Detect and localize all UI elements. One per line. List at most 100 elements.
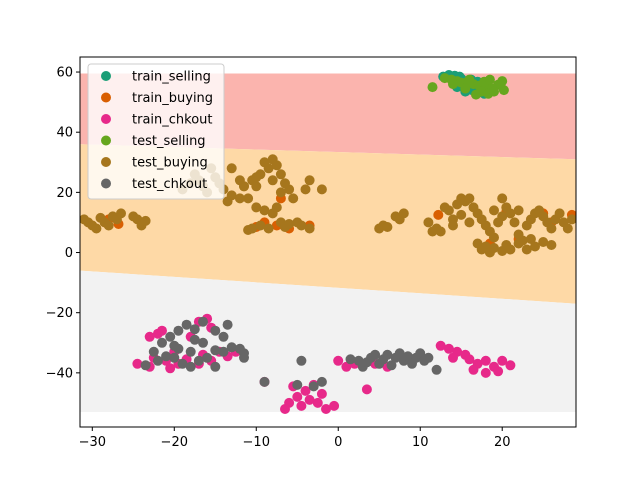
- legend-label-train_buying: train_buying: [132, 91, 213, 106]
- test_selling-point-17: [448, 79, 458, 90]
- legend-label-test_buying: test_buying: [132, 156, 208, 171]
- data-points: [80, 70, 576, 414]
- test_buying-point-38: [284, 184, 295, 195]
- test_buying-point-120: [464, 217, 475, 228]
- train_buying-point-6: [433, 209, 444, 220]
- x-tick-label: 10: [412, 435, 429, 450]
- test_selling-point-16: [460, 83, 471, 94]
- test_buying-point-116: [530, 241, 540, 252]
- train_chkout-point-45: [497, 355, 508, 366]
- test_chkout-point-22: [222, 319, 233, 330]
- train_chkout-point-46: [505, 360, 516, 371]
- train_chkout-point-52: [157, 325, 167, 336]
- test_chkout-point-23: [148, 346, 159, 357]
- legend-marker-test_buying: [101, 157, 111, 167]
- test_buying-point-56: [300, 184, 311, 195]
- test_chkout-point-6: [185, 346, 196, 357]
- test_buying-point-39: [288, 193, 299, 204]
- test_buying-point-9: [116, 208, 126, 219]
- test_buying-point-61: [251, 172, 262, 183]
- test_chkout-point-48: [415, 348, 426, 359]
- y-tick-label: 20: [56, 186, 73, 201]
- test_buying-point-103: [562, 223, 573, 234]
- test_chkout-point-17: [181, 319, 192, 330]
- series-train_chkout: [132, 313, 516, 414]
- test_chkout-point-52: [189, 334, 200, 345]
- test_chkout-point-3: [169, 352, 180, 363]
- y-tick-label: −20: [46, 306, 73, 321]
- test_selling-point-18: [489, 86, 499, 97]
- test_chkout-point-16: [173, 325, 184, 336]
- test_chkout-point-24: [185, 361, 196, 372]
- test_buying-point-41: [275, 187, 286, 198]
- test_chkout-point-32: [345, 354, 356, 365]
- test_buying-point-54: [296, 220, 307, 231]
- test_buying-point-87: [497, 211, 508, 222]
- train_chkout-point-0: [132, 358, 143, 369]
- test_buying-point-118: [546, 240, 557, 250]
- x-tick-label: −30: [79, 435, 106, 450]
- test_buying-point-13: [140, 215, 151, 226]
- test_chkout-point-19: [198, 316, 208, 327]
- test_buying-point-57: [304, 175, 315, 186]
- test_buying-point-104: [566, 214, 576, 225]
- train_chkout-point-36: [435, 340, 446, 351]
- test_buying-point-89: [505, 208, 516, 219]
- test_chkout-point-8: [202, 352, 213, 363]
- test_selling-point-20: [464, 74, 475, 85]
- test_chkout-point-31: [316, 376, 327, 387]
- y-axis-ticks: −40 −20 0 20 40 60: [46, 66, 80, 381]
- test_buying-point-45: [271, 202, 282, 213]
- train_chkout-point-30: [333, 355, 344, 366]
- legend-marker-train_chkout: [101, 114, 111, 124]
- train_chkout-point-24: [329, 400, 340, 411]
- axes-frame: [79, 56, 577, 428]
- test_chkout-point-51: [431, 364, 442, 375]
- test_buying-point-6: [103, 220, 114, 231]
- legend-marker-train_selling: [101, 71, 111, 81]
- test_chkout-point-10: [218, 346, 229, 357]
- test_chkout-point-25: [210, 361, 221, 372]
- test_chkout-point-54: [198, 337, 208, 348]
- test_buying-point-115: [525, 234, 536, 244]
- test_buying-point-59: [234, 193, 245, 204]
- test_buying-point-55: [304, 223, 315, 234]
- test_chkout-point-0: [140, 360, 151, 371]
- test_buying-point-60: [239, 181, 249, 192]
- train_chkout-point-31: [341, 361, 352, 372]
- test_chkout-point-2: [161, 351, 172, 362]
- legend: train_selling train_buying train_chkouttes…: [87, 63, 225, 200]
- test_chkout-point-18: [189, 324, 200, 335]
- legend-label-train_chkout: train_chkout: [132, 113, 213, 128]
- test_buying-point-112: [505, 244, 516, 255]
- test_buying-point-44: [251, 202, 262, 213]
- test_chkout-point-43: [394, 348, 405, 359]
- test_buying-point-36: [275, 169, 286, 180]
- y-tick-label: 40: [56, 126, 73, 141]
- test_chkout-point-29: [296, 355, 307, 366]
- test_chkout-point-27: [259, 376, 270, 387]
- y-tick-label: 60: [56, 66, 73, 81]
- test_buying-point-114: [521, 244, 532, 255]
- test_selling-point-0: [427, 82, 438, 93]
- x-tick-label: 20: [494, 435, 511, 450]
- y-tick-label: −40: [46, 366, 73, 381]
- test_buying-point-3: [91, 223, 102, 234]
- test_chkout-point-45: [402, 351, 413, 362]
- legend-label-test_chkout: test_chkout: [132, 177, 207, 192]
- test_buying-point-72: [435, 226, 446, 237]
- test_buying-point-30: [251, 181, 262, 192]
- test_buying-point-85: [489, 232, 499, 243]
- legend-label-train_selling: train_selling: [132, 70, 211, 85]
- y-tick-label: 0: [65, 246, 73, 261]
- test_buying-point-79: [464, 193, 475, 204]
- test_buying-point-123: [497, 193, 508, 204]
- train_chkout-point-19: [292, 391, 303, 402]
- test_buying-point-62: [226, 163, 237, 174]
- legend-box: [87, 63, 225, 200]
- test_chkout-point-40: [382, 349, 393, 360]
- x-tick-label: −10: [243, 435, 270, 450]
- legend-marker-test_selling: [101, 135, 111, 146]
- x-tick-label: 0: [334, 435, 342, 450]
